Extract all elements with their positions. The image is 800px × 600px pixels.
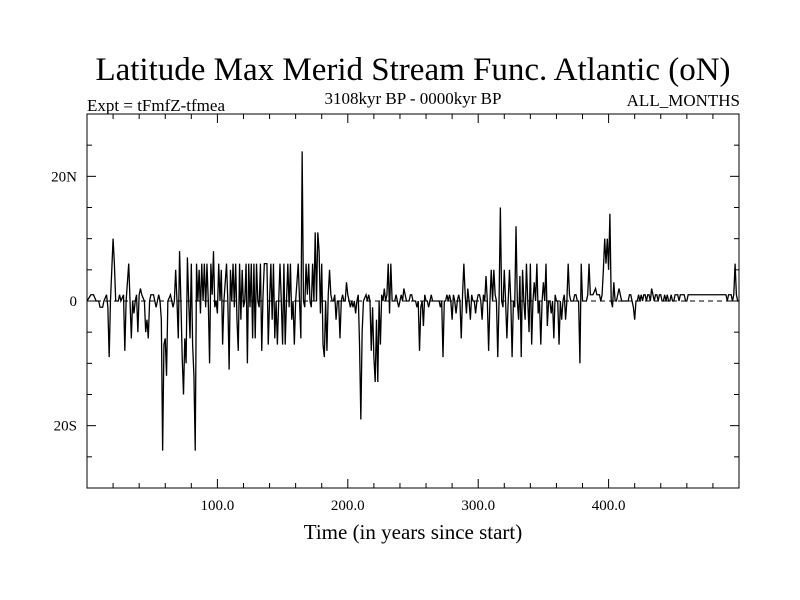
chart-title: Latitude Max Merid Stream Func. Atlantic…	[95, 52, 730, 88]
y-axis-ticks: 20N 0 20S	[51, 144, 739, 458]
x-axis-ticks: 100.0 200.0 300.0 400.0	[112, 114, 714, 514]
x-axis-label: Time (in years since start)	[304, 520, 523, 544]
x-tick-label: 100.0	[201, 498, 235, 514]
y-tick-label: 0	[70, 294, 78, 310]
y-tick-label: 20S	[54, 419, 77, 435]
y-tick-label: 20N	[51, 169, 77, 185]
chart-subtitle-left: Expt = tFmfZ-tfmea	[87, 96, 225, 115]
series-line-latitude_max	[86, 151, 739, 451]
chart-subtitle-center: 3108kyr BP - 0000kyr BP	[325, 89, 502, 108]
x-tick-label: 200.0	[331, 498, 365, 514]
series-group	[86, 151, 739, 451]
chart-subtitle-right: ALL_MONTHS	[627, 91, 740, 110]
x-tick-label: 300.0	[461, 498, 495, 514]
x-tick-label: 400.0	[592, 498, 626, 514]
